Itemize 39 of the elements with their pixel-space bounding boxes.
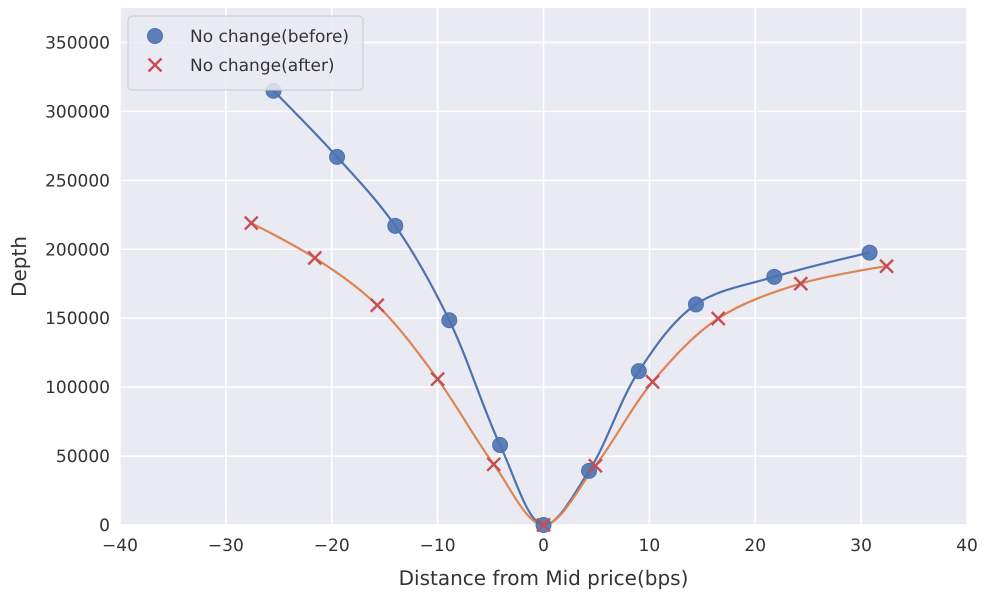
point (588, 458, 604, 474)
point (244, 215, 259, 231)
point (793, 276, 808, 292)
point (486, 456, 502, 472)
x-tick-label: 20 (744, 536, 766, 556)
x-tick-label: −10 (420, 536, 456, 556)
y-tick-label: 250000 (45, 171, 110, 192)
point (644, 374, 660, 390)
y-tick-label: 50000 (56, 447, 110, 468)
x-tick-label: −30 (208, 536, 244, 556)
x-tick-label: 40 (956, 536, 978, 556)
point (688, 296, 704, 312)
legend-label: No change(before) (190, 27, 350, 47)
y-tick-label: 350000 (45, 33, 110, 54)
point (307, 250, 323, 266)
point (329, 148, 346, 165)
point (862, 244, 878, 261)
x-tick-label: 0 (538, 536, 549, 556)
point (710, 310, 726, 326)
point (766, 268, 782, 285)
point (878, 258, 894, 274)
point (370, 298, 385, 313)
legend-label: No change(after) (190, 56, 335, 76)
point (387, 218, 404, 234)
x-tick-label: −20 (314, 536, 350, 556)
x-tick-label: −40 (102, 536, 138, 556)
point (630, 363, 647, 380)
y-tick-label: 200000 (45, 240, 110, 260)
y-tick-label: 100000 (45, 378, 110, 398)
x-axis-title: Distance from Mid price(bps) (398, 566, 688, 590)
x-tick-label: 10 (638, 536, 660, 556)
y-tick-label: 0 (99, 516, 110, 536)
x-tick-label: 30 (850, 536, 872, 556)
point (441, 312, 458, 328)
y-axis-title: Depth (7, 236, 31, 297)
y-tick-label: 300000 (45, 102, 110, 122)
y-tick-label: 150000 (45, 309, 110, 330)
point (492, 437, 508, 454)
point (430, 371, 446, 387)
